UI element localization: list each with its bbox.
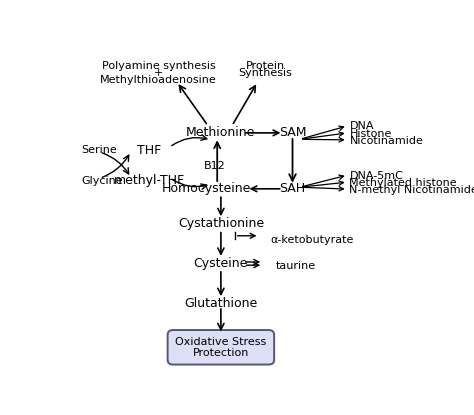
Text: Methylthioadenosine: Methylthioadenosine bbox=[100, 75, 217, 85]
Text: SAM: SAM bbox=[279, 127, 306, 139]
Text: Glycine: Glycine bbox=[82, 176, 123, 186]
FancyBboxPatch shape bbox=[168, 330, 274, 364]
Text: Methionine: Methionine bbox=[186, 127, 255, 139]
Text: Oxidative Stress
Protection: Oxidative Stress Protection bbox=[175, 337, 266, 359]
Text: Nicotinamide: Nicotinamide bbox=[349, 136, 423, 146]
Text: B12: B12 bbox=[204, 161, 226, 171]
Text: SAH: SAH bbox=[280, 182, 306, 195]
Text: Polyamine synthesis: Polyamine synthesis bbox=[101, 61, 215, 71]
Text: Glutathione: Glutathione bbox=[184, 297, 257, 310]
Text: N-methyl Nicotinamide: N-methyl Nicotinamide bbox=[349, 185, 474, 195]
Text: Cysteine: Cysteine bbox=[194, 257, 248, 271]
Text: Serine: Serine bbox=[82, 146, 117, 156]
Text: methyl-THF: methyl-THF bbox=[114, 174, 185, 187]
Text: Protein: Protein bbox=[246, 61, 284, 71]
Text: Synthesis: Synthesis bbox=[238, 68, 292, 78]
Text: taurine: taurine bbox=[276, 261, 316, 271]
Text: THF: THF bbox=[137, 144, 161, 157]
Text: Cystathionine: Cystathionine bbox=[178, 217, 264, 230]
Text: α-ketobutyrate: α-ketobutyrate bbox=[271, 235, 354, 245]
Text: Histone: Histone bbox=[349, 129, 392, 139]
Text: DNA: DNA bbox=[349, 122, 374, 132]
Text: +: + bbox=[154, 68, 163, 78]
Text: DNA-5mC: DNA-5mC bbox=[349, 171, 403, 181]
Text: Methylated histone: Methylated histone bbox=[349, 178, 457, 188]
Text: Homocysteine: Homocysteine bbox=[162, 182, 251, 195]
